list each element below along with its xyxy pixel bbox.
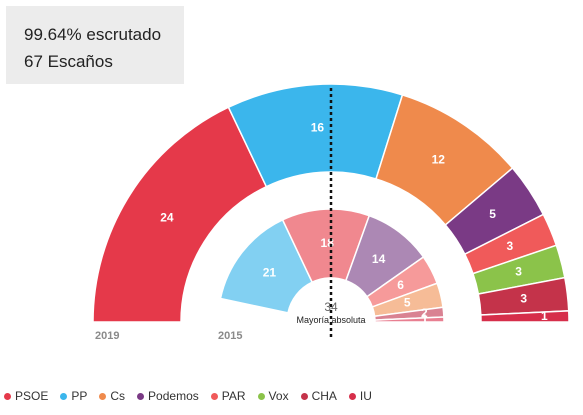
seat-label-2015-podemos: 14 <box>372 252 386 266</box>
legend-dot-icon <box>210 392 218 400</box>
legend-label: PP <box>71 389 88 403</box>
seat-label-2015-iu: 1 <box>421 312 428 326</box>
legend-dot-icon <box>348 392 356 400</box>
seat-label-2019-vox: 3 <box>515 265 522 279</box>
seat-label-2015-psoe: 18 <box>321 236 335 250</box>
legend-dot-icon <box>137 392 145 400</box>
seat-label-2015-par: 6 <box>397 278 404 292</box>
legend-item-pp[interactable]: PP <box>60 389 87 403</box>
legend-dot-icon <box>257 392 265 400</box>
legend-item-vox[interactable]: Vox <box>257 389 289 403</box>
majority-label: Mayoría absoluta <box>296 315 365 325</box>
year-label-2019: 2019 <box>95 330 119 342</box>
legend-item-cha[interactable]: CHA <box>300 389 337 403</box>
seat-label-2015-cha: 2 <box>421 306 428 320</box>
seat-label-2019-cs: 12 <box>432 153 446 167</box>
legend-item-podemos[interactable]: Podemos <box>137 389 199 403</box>
scrutiny-panel: 99.64% escrutado 67 Escaños <box>6 6 184 84</box>
total-seats: 67 Escaños <box>24 52 113 71</box>
legend-label: IU <box>359 389 372 403</box>
legend-label: Podemos <box>148 389 199 403</box>
seat-label-2019-podemos: 5 <box>489 207 496 221</box>
legend-item-iu[interactable]: IU <box>348 389 372 403</box>
seat-label-2019-cha: 3 <box>520 291 527 305</box>
legend-dot-icon <box>300 392 308 400</box>
legend-label: Vox <box>268 389 289 403</box>
legend-item-par[interactable]: PAR <box>210 389 246 403</box>
seat-label-2019-iu: 1 <box>541 309 548 323</box>
scrutiny-percent: 99.64% escrutado <box>24 25 162 44</box>
legend-label: CHA <box>311 389 337 403</box>
seat-label-2015-cs: 5 <box>404 295 411 309</box>
seat-segment-2015-iu[interactable] <box>374 316 445 323</box>
seat-label-2015-pp: 21 <box>263 265 277 279</box>
seat-label-2019-par: 3 <box>506 239 513 253</box>
legend-label: PAR <box>221 389 246 403</box>
legend-label: Cs <box>110 389 126 403</box>
legend-dot-icon <box>99 392 107 400</box>
seat-segment-2019-iu[interactable] <box>480 310 570 323</box>
legend-dot-icon <box>60 392 68 400</box>
legend: PSOE PP Cs Podemos PAR Vox CHA IU <box>4 388 384 404</box>
year-label-2015: 2015 <box>218 330 242 342</box>
seat-label-2019-psoe: 24 <box>160 211 174 225</box>
legend-dot-icon <box>4 392 11 400</box>
seat-label-2019-pp: 16 <box>311 121 325 135</box>
legend-label: PSOE <box>15 389 49 403</box>
legend-item-cs[interactable]: Cs <box>99 389 125 403</box>
legend-item-psoe[interactable]: PSOE <box>4 389 48 403</box>
